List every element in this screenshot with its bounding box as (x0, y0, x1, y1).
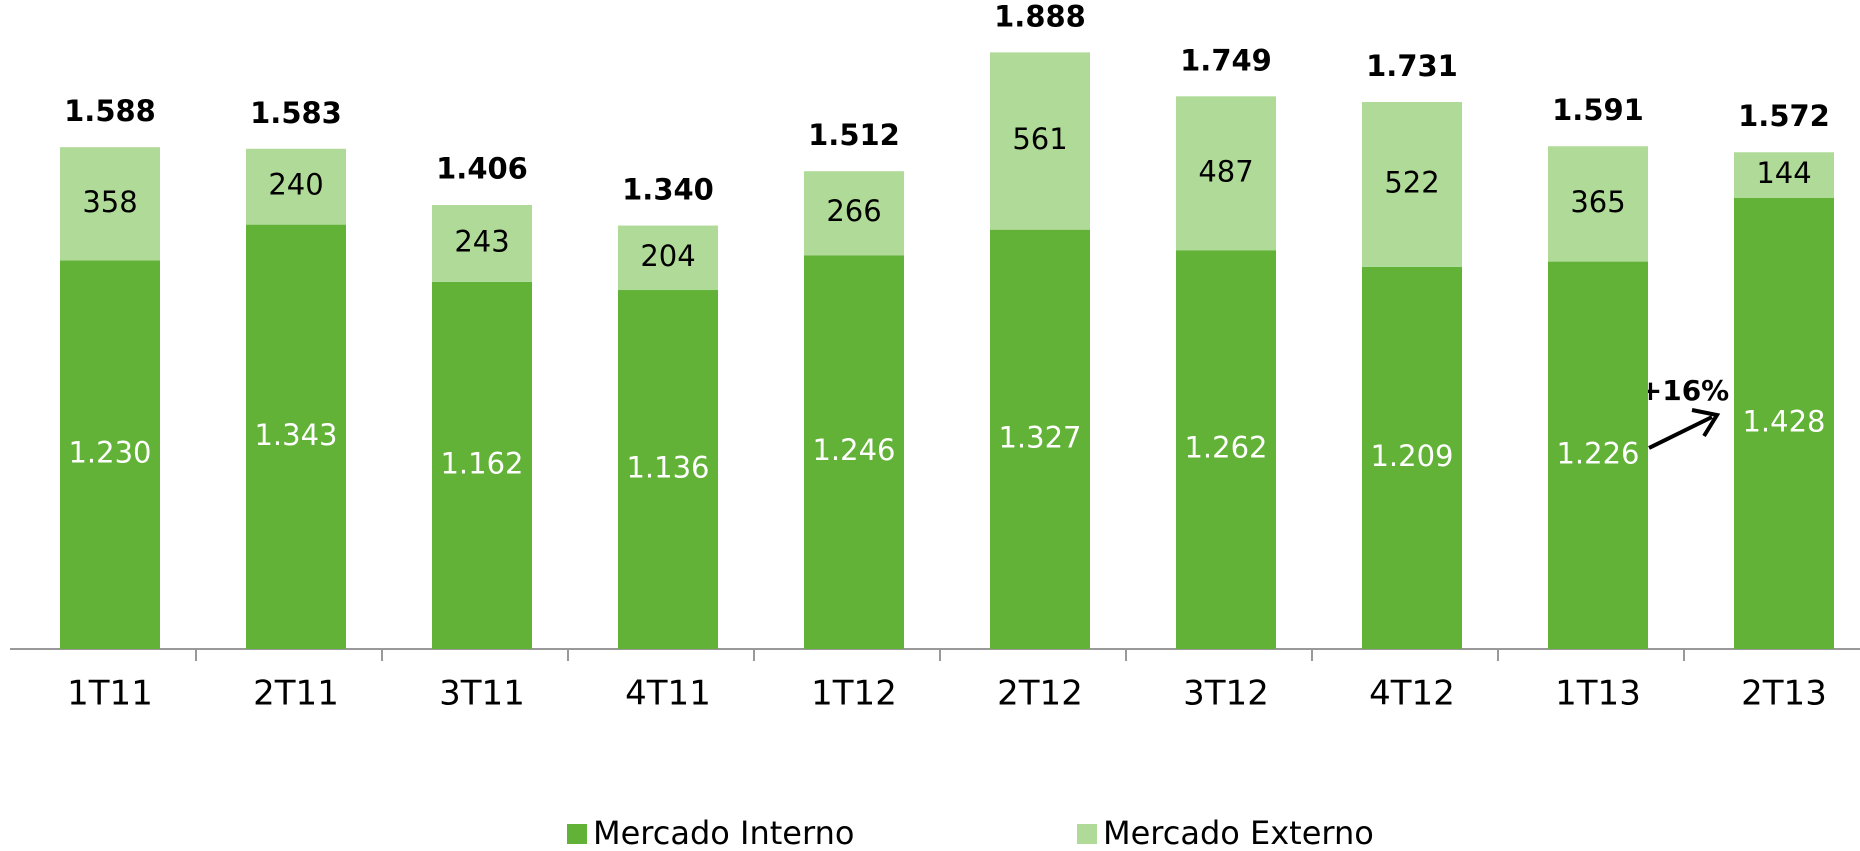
total-label: 1.749 (1180, 43, 1272, 77)
bar-segment (246, 148, 346, 225)
total-label: 1.583 (250, 96, 342, 130)
bar-segment (1176, 96, 1276, 251)
value-label: 522 (1384, 165, 1439, 199)
annotation: +16% (1639, 374, 1729, 407)
value-label: 487 (1198, 154, 1253, 188)
bar-segment (60, 260, 160, 649)
bar-segment (990, 52, 1090, 230)
bar-segment (990, 229, 1090, 649)
value-label: 1.327 (998, 420, 1081, 454)
x-tick-label: 1T12 (811, 674, 897, 714)
bar-segment (60, 147, 160, 261)
value-label: 1.343 (254, 418, 337, 452)
total-label: 1.406 (436, 152, 528, 186)
x-tick-label: 2T12 (997, 674, 1083, 714)
total-label: 1.731 (1366, 49, 1458, 83)
total-label: 1.588 (64, 94, 156, 128)
value-label: 240 (268, 168, 323, 202)
x-tick-label: 1T11 (67, 674, 153, 714)
total-label: 1.888 (994, 0, 1086, 33)
bar-segment (804, 255, 904, 649)
bar-segment (432, 281, 532, 649)
bar-segment (1734, 152, 1834, 198)
x-tick-label: 4T11 (625, 674, 711, 714)
value-label: 243 (454, 224, 509, 258)
value-label: 561 (1012, 122, 1067, 156)
value-label: 1.246 (812, 433, 895, 467)
bar-segment (432, 205, 532, 282)
bar-segment (1548, 146, 1648, 262)
total-label: 1.340 (622, 173, 714, 207)
x-tick-label: 3T12 (1183, 674, 1269, 714)
annotation-arrow (1648, 415, 1713, 450)
value-label: 1.136 (626, 451, 709, 485)
bar-segment (804, 171, 904, 256)
value-label: 1.262 (1184, 431, 1267, 465)
total-label: 1.512 (808, 118, 900, 152)
x-tick-label: 2T11 (253, 674, 339, 714)
x-tick-label: 4T12 (1369, 674, 1455, 714)
value-label: 1.226 (1556, 436, 1639, 470)
legend-swatch (567, 824, 587, 844)
x-tick-label: 1T13 (1555, 674, 1641, 714)
value-label: 365 (1570, 185, 1625, 219)
bar-segment (1362, 266, 1462, 649)
bar-segment (1548, 261, 1648, 649)
value-label: 204 (640, 239, 695, 273)
value-label: 1.162 (440, 446, 523, 480)
bar-segment (1362, 102, 1462, 267)
legend-label: Mercado Externo (1103, 814, 1374, 851)
value-label: 1.209 (1370, 439, 1453, 473)
bar-segment (1176, 250, 1276, 649)
total-label: 1.572 (1738, 99, 1830, 133)
bar-segment (618, 290, 718, 649)
value-label: 1.230 (68, 436, 151, 470)
total-label: 1.591 (1552, 93, 1644, 127)
bar-segment (246, 224, 346, 649)
annotation-arrowhead (1691, 408, 1721, 438)
bar-segment (1734, 197, 1834, 649)
legend-swatch (1077, 824, 1097, 844)
x-tick-label: 2T13 (1741, 674, 1827, 714)
value-label: 266 (826, 194, 881, 228)
bar-segment (618, 225, 718, 291)
value-label: 358 (82, 185, 137, 219)
value-label: 144 (1756, 156, 1811, 190)
x-tick-label: 3T11 (439, 674, 525, 714)
value-label: 1.428 (1742, 404, 1825, 438)
legend-label: Mercado Interno (593, 814, 854, 851)
